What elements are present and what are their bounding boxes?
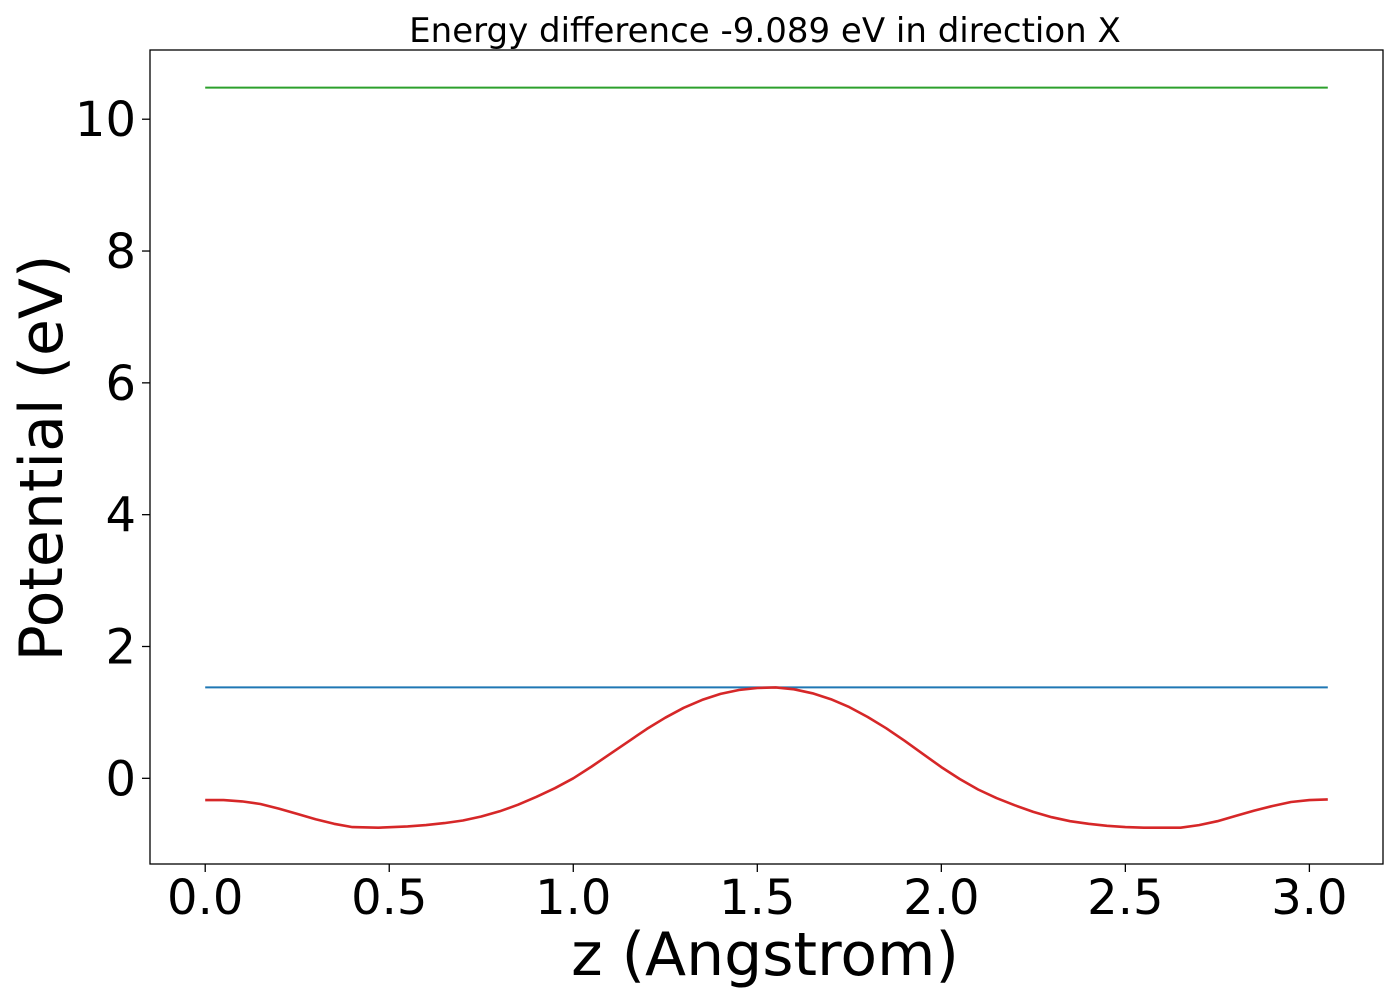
y-axis-label: Potential (eV) [7, 255, 77, 662]
chart-title: Energy difference -9.089 eV in direction… [409, 11, 1121, 51]
y-tick-label: 2 [105, 619, 136, 675]
x-tick-label: 1.5 [719, 870, 795, 926]
y-tick-label: 6 [105, 356, 136, 412]
x-tick-label: 0.5 [351, 870, 427, 926]
plot-frame [149, 49, 1384, 865]
x-tick-label: 3.0 [1271, 870, 1347, 926]
x-axis: 0.0 0.5 1.0 1.5 2.0 2.5 3.0 [167, 864, 1348, 926]
series-line-3 [205, 686, 1328, 830]
x-tick-label: 0.0 [167, 870, 243, 926]
y-tick-label: 4 [105, 488, 136, 544]
x-axis-label: z (Angstrom) [571, 920, 959, 990]
y-tick-label: 0 [105, 751, 136, 807]
x-tick-label: 2.0 [903, 870, 979, 926]
x-tick-label: 2.5 [1087, 870, 1163, 926]
series-layer [205, 86, 1328, 830]
y-axis: 0 2 4 6 8 10 [75, 92, 150, 807]
x-tick-label: 1.0 [535, 870, 611, 926]
y-tick-label: 8 [105, 224, 136, 280]
y-tick-label: 10 [75, 92, 136, 148]
